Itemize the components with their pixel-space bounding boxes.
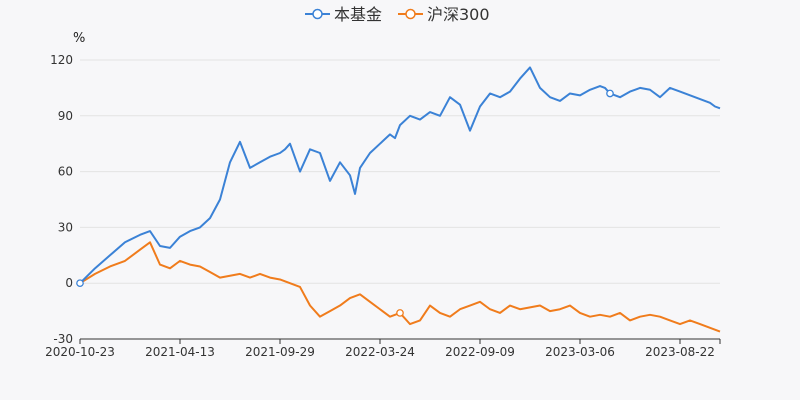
- gridlines: [80, 59, 720, 340]
- y-axis-ticks: 120 90 60 30 0 -30: [50, 53, 73, 346]
- x-tick-label: 2023-03-06: [545, 345, 615, 359]
- legend-item-index[interactable]: 沪深300: [398, 5, 490, 24]
- y-tick-label: -30: [53, 332, 73, 346]
- legend-swatch-marker: [312, 8, 323, 20]
- legend-label-index: 沪深300: [427, 5, 490, 24]
- y-tick-label: 0: [65, 276, 73, 290]
- y-tick-label: 30: [58, 220, 73, 234]
- x-tick-label: 2021-09-29: [245, 345, 315, 359]
- x-tick-label: 2022-09-09: [445, 345, 515, 359]
- series-line-index: [79, 241, 721, 333]
- x-tick-label: 2020-10-23: [45, 345, 115, 359]
- y-tick-label: 120: [50, 53, 73, 67]
- data-point: [76, 279, 84, 288]
- legend-item-fund[interactable]: 本基金: [305, 5, 382, 24]
- y-tick-label: 60: [58, 165, 73, 179]
- legend-swatch-marker: [405, 8, 416, 20]
- x-tick-label: 2023-08-22: [645, 345, 715, 359]
- y-axis-unit: %: [73, 31, 85, 46]
- series-layer: [76, 66, 721, 333]
- legend[interactable]: 本基金 沪深300: [305, 5, 490, 24]
- x-tick-label: 2022-03-24: [345, 345, 415, 359]
- series-line-fund: [79, 66, 721, 284]
- x-tick-label: 2021-04-13: [145, 345, 215, 359]
- data-point: [606, 89, 614, 98]
- legend-label-fund: 本基金: [334, 5, 382, 24]
- x-axis: 2020-10-23 2021-04-13 2021-09-29 2022-03-24…: [45, 338, 721, 359]
- y-tick-label: 90: [58, 109, 73, 123]
- data-point: [396, 309, 404, 317]
